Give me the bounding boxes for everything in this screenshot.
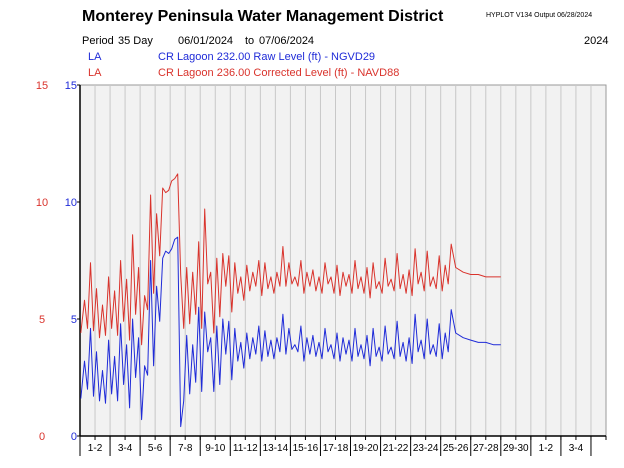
program-version: HYPLOT V134 Output 06/28/2024 (486, 12, 593, 19)
x-tick-label: 23-24 (413, 443, 439, 454)
date-to: to (245, 35, 255, 47)
page-title: Monterey Peninsula Water Management Dist… (82, 8, 444, 25)
x-tick-label: 25-26 (443, 443, 469, 454)
x-tick-label: 7-8 (178, 443, 193, 454)
series-line-corrected (80, 173, 501, 346)
x-tick-label: 29-30 (503, 443, 529, 454)
legend-code-corrected: LA (88, 67, 102, 79)
x-tick-label: 17-18 (323, 443, 349, 454)
legend-label-corrected: CR Lagoon 236.00 Corrected Level (ft) - … (158, 67, 400, 79)
x-tick-label: 15-16 (293, 443, 319, 454)
date-start: 06/01/2024 (178, 35, 234, 47)
x-tick-label: 13-14 (263, 443, 289, 454)
y-tick-label-red: 15 (36, 80, 48, 92)
grid-lines (94, 85, 592, 436)
x-tick-label: 9-10 (205, 443, 225, 454)
y-tick-label-blue: 5 (71, 314, 77, 326)
x-tick-label: 5-6 (148, 443, 163, 454)
x-tick-label: 21-22 (383, 443, 409, 454)
plot-background (79, 84, 607, 437)
series-line-raw (80, 236, 501, 428)
x-tick-label: 3-4 (118, 443, 133, 454)
x-tick-label: 1-2 (88, 443, 103, 454)
y-tick-label-red: 5 (39, 314, 45, 326)
date-end: 07/06/2024 (259, 35, 315, 47)
period-label: Period (82, 35, 114, 47)
period-days: 35 Day (118, 35, 153, 47)
legend-label-raw: CR Lagoon 232.00 Raw Level (ft) - NGVD29 (158, 51, 376, 63)
x-tick-label: 11-12 (233, 443, 258, 454)
x-tick-label: 3-4 (569, 443, 584, 454)
legend-code-raw: LA (88, 51, 102, 63)
x-tick-label: 19-20 (353, 443, 379, 454)
year-label: 2024 (584, 35, 609, 47)
x-tick-label: 27-28 (473, 443, 499, 454)
x-axis-ticks: 1-2 3-4 5-6 7-8 9-10 11-12 13-14 15-16 17-18 19-2… (79, 435, 607, 456)
y-tick-label-blue: 0 (71, 431, 77, 443)
x-tick-label: 1-2 (539, 443, 554, 454)
series-lines (80, 173, 501, 428)
y-tick-label-blue: 15 (65, 80, 77, 92)
y-tick-label-blue: 10 (65, 197, 77, 209)
y-tick-label-red: 0 (39, 431, 45, 443)
y-axis-ticks: 0 0 5 5 10 10 15 15 (36, 80, 81, 443)
y-tick-label-red: 10 (36, 197, 48, 209)
plot-area (79, 84, 607, 437)
